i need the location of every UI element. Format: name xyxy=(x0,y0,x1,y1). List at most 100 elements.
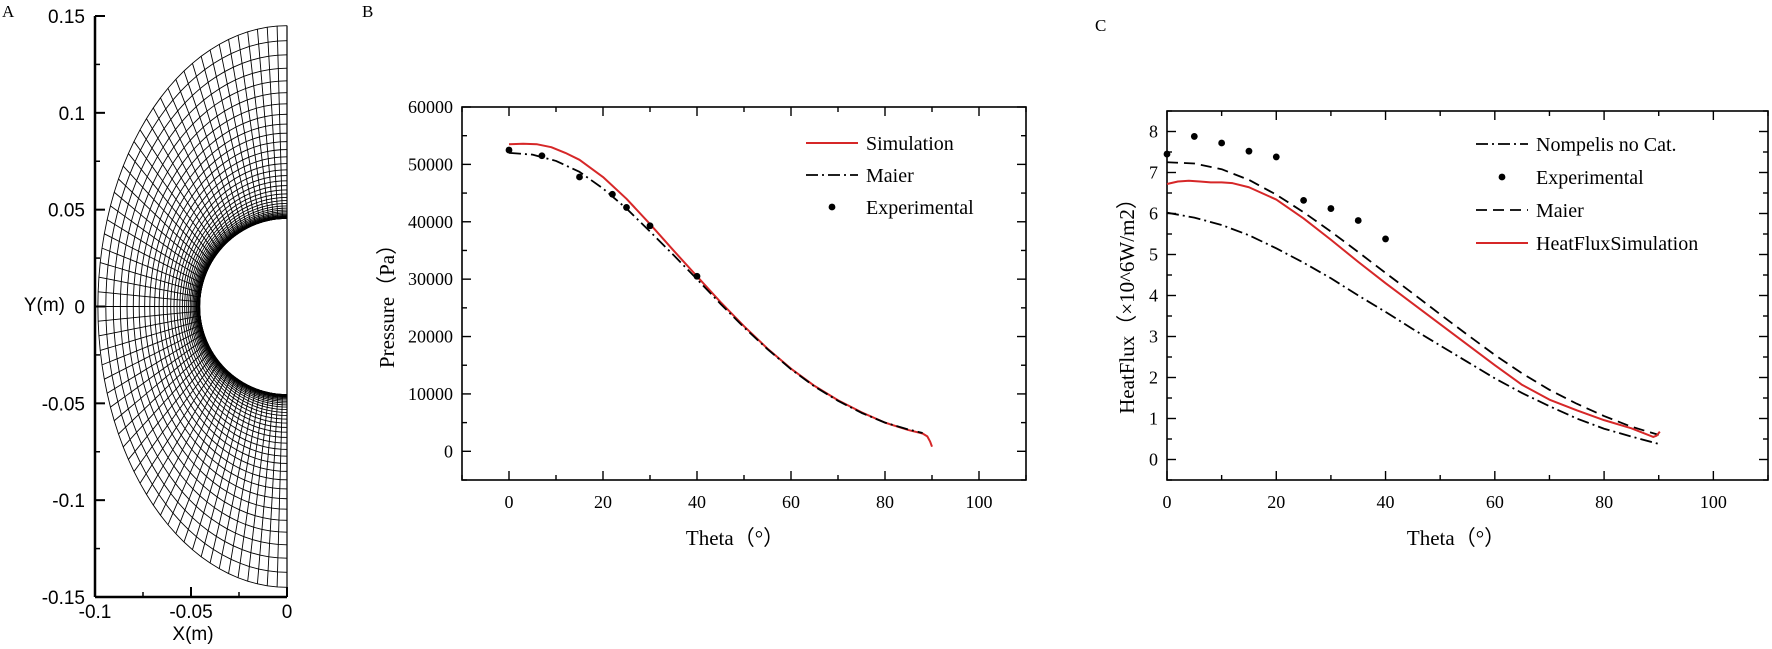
mesh-line xyxy=(192,63,244,231)
mesh-line xyxy=(167,88,233,239)
panel-c-y-tick-label: 1 xyxy=(1149,409,1158,429)
mesh-line xyxy=(167,374,233,525)
mesh-line xyxy=(237,391,265,578)
mesh-line xyxy=(160,97,229,242)
mesh-line xyxy=(139,129,220,252)
mesh-line xyxy=(101,247,202,289)
panel-c-experimental-point xyxy=(1382,235,1389,243)
panel-c-legend-experimental-marker xyxy=(1498,173,1506,181)
mesh-line xyxy=(113,191,208,272)
mesh-line xyxy=(247,392,270,582)
mesh-line xyxy=(98,276,201,298)
panel-b-x-tick-label: 20 xyxy=(594,492,612,512)
panel-a-y-tick-label: 0.1 xyxy=(59,104,85,125)
mesh-line xyxy=(175,377,237,534)
mesh-line xyxy=(100,319,202,351)
mesh-line xyxy=(209,49,252,227)
panel-c-experimental-point xyxy=(1327,205,1335,212)
panel-b-axes: 0 20 40 60 80 100 0 10000 20000 30000 40000 50000 60… xyxy=(408,97,1027,512)
panel-c-legend-nompelis-no-cat-label: Nompelis no Cat. xyxy=(1536,134,1677,156)
mesh-line xyxy=(98,315,201,337)
panel-b-experimental-point xyxy=(609,190,616,198)
panel-c-experimental-point xyxy=(1272,153,1280,161)
panel-b-x-tick-label: 40 xyxy=(688,492,706,512)
panel-b-maier-line xyxy=(508,152,923,434)
panel-c-experimental-point xyxy=(1190,133,1198,140)
panel-a-y-tick-label: 0 xyxy=(74,298,85,319)
mesh-line xyxy=(194,209,288,404)
panel-b-legend-maier-label: Maier xyxy=(866,165,914,187)
mesh-line xyxy=(266,394,279,586)
panel-c-x-tick-label: 20 xyxy=(1267,492,1285,512)
mesh-line xyxy=(128,354,215,460)
mesh-line xyxy=(237,35,265,222)
panel-b-y-tick-label: 40000 xyxy=(408,212,453,232)
mesh-line xyxy=(152,107,226,245)
panel-letter-a: A xyxy=(2,2,15,21)
mesh-line xyxy=(198,216,288,397)
panel-a-y-tick-label: -0.1 xyxy=(52,491,85,512)
panel-b-y-tick-label: 10000 xyxy=(408,384,453,404)
mesh-line xyxy=(152,368,226,506)
panel-a-x-tick-label: 0 xyxy=(282,602,293,623)
mesh-line xyxy=(122,165,212,263)
panel-c-y-tick-label: 8 xyxy=(1149,122,1158,142)
panel-a-xlabel: X(m) xyxy=(172,624,213,645)
panel-c-nompelis-no-cat-line xyxy=(1166,211,1659,445)
panel-letter-c: C xyxy=(1095,16,1106,35)
panel-b-legend-simulation-label: Simulation xyxy=(866,133,954,155)
panel-b-x-tick-label: 80 xyxy=(876,492,894,512)
panel-b-experimental-point xyxy=(576,173,583,181)
panel-c-x-tick-label: 80 xyxy=(1595,492,1613,512)
mesh-line xyxy=(133,141,217,256)
mesh-line xyxy=(133,357,217,472)
mesh-line xyxy=(197,214,288,399)
panel-a-y-tick-label: -0.15 xyxy=(42,588,85,609)
panel-b-x-tick-label: 60 xyxy=(782,492,800,512)
mesh-line xyxy=(218,44,257,225)
panel-b-experimental-point xyxy=(646,222,654,230)
panel-b-x-tick-label: 0 xyxy=(505,492,514,512)
mesh-line xyxy=(160,371,229,516)
panel-c-x-tick-label: 100 xyxy=(1700,492,1727,512)
panel-c-x-tick-label: 40 xyxy=(1377,492,1395,512)
mesh-line xyxy=(101,324,202,366)
panel-b-ylabel: Pressure（Pa） xyxy=(375,234,399,368)
mesh-line xyxy=(195,211,288,402)
mesh-line xyxy=(122,350,212,448)
mesh-line xyxy=(104,328,203,380)
panel-c-heatflux-chart: 0 20 40 60 80 100 0 1 2 3 4 5 6 7 8 Nompelis no Cat. Ex… xyxy=(1115,110,1769,550)
panel-c-y-tick-label: 5 xyxy=(1149,245,1158,265)
panel-a-y-tick-label: 0.05 xyxy=(48,201,85,222)
panel-b-y-tick-label: 60000 xyxy=(408,97,453,117)
panel-b-plot-frame xyxy=(461,106,1027,481)
mesh-line xyxy=(106,219,205,280)
mesh-grid xyxy=(97,25,288,588)
panel-b-y-tick-label: 0 xyxy=(444,441,453,461)
panel-b-pressure-chart: 0 20 40 60 80 100 0 10000 20000 30000 40000 50000 60… xyxy=(375,97,1027,550)
panel-c-heatfluxsimulation-line xyxy=(1166,179,1661,438)
mesh-line xyxy=(197,213,288,400)
mesh-line xyxy=(198,217,288,396)
panel-c-legend-heatfluxsimulation-label: HeatFluxSimulation xyxy=(1536,233,1698,255)
mesh-line xyxy=(110,205,206,276)
mesh-line xyxy=(209,386,252,564)
panel-c-experimental-point xyxy=(1163,150,1171,158)
mesh-line xyxy=(139,361,220,484)
panel-letter-b: B xyxy=(362,2,373,21)
panel-a-y-tick-label: 0.15 xyxy=(48,7,85,28)
mesh-line xyxy=(192,382,244,550)
panel-c-x-tick-label: 0 xyxy=(1163,492,1172,512)
panel-c-axes: 0 20 40 60 80 100 0 1 2 3 4 5 6 7 8 xyxy=(1149,110,1769,512)
panel-c-experimental-point xyxy=(1218,139,1226,147)
mesh-line xyxy=(128,153,215,259)
panel-c-experimental-point xyxy=(1354,217,1362,224)
panel-a-y-tick-label: -0.05 xyxy=(42,394,85,415)
panel-b-series xyxy=(505,142,933,448)
mesh-line xyxy=(247,31,270,221)
mesh-line xyxy=(175,79,237,236)
panel-b-y-tick-label: 30000 xyxy=(408,269,453,289)
panel-c-x-tick-label: 60 xyxy=(1486,492,1504,512)
